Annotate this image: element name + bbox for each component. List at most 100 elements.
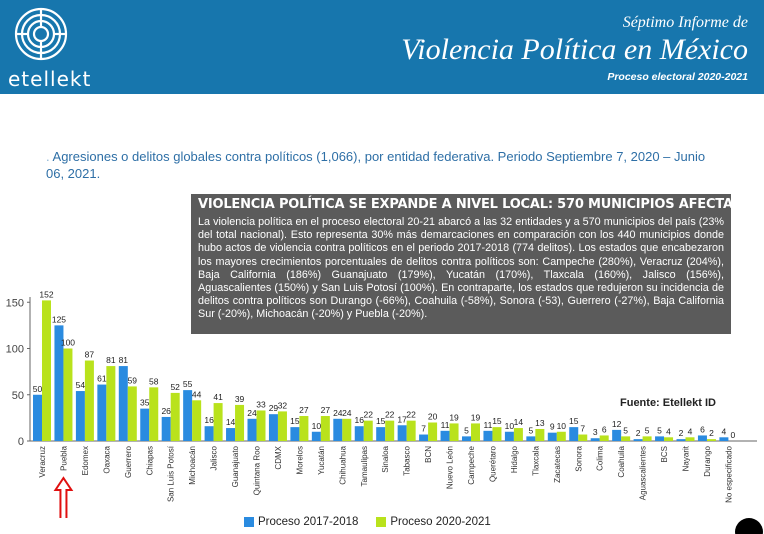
- bar-value-label: 2: [636, 428, 641, 438]
- bar-2020-2021: [299, 416, 309, 441]
- category-label: Oaxaca: [102, 445, 111, 473]
- category-label: Durango: [703, 445, 712, 476]
- labyrinth-logo-icon: [14, 7, 68, 61]
- bar-value-label: 19: [449, 412, 459, 422]
- bar-2017-2018: [547, 432, 557, 441]
- bar-value-label: 22: [364, 410, 374, 420]
- bar-value-label: 15: [492, 416, 502, 426]
- bar-value-label: 81: [119, 355, 129, 365]
- bar-value-label: 7: [421, 424, 426, 434]
- bar-value-label: 5: [623, 425, 628, 435]
- category-label: No especificado: [724, 445, 733, 502]
- caption-lead: .: [46, 149, 50, 164]
- bar-2017-2018: [376, 427, 386, 441]
- category-label: BCN: [424, 446, 433, 463]
- bar-value-label: 5: [528, 425, 533, 435]
- bar-value-label: 11: [484, 420, 493, 430]
- bar-value-label: 5: [645, 425, 650, 435]
- bar-value-label: 22: [385, 410, 395, 420]
- bar-2020-2021: [192, 400, 202, 441]
- bar-2017-2018: [54, 325, 64, 441]
- bar-2017-2018: [311, 431, 321, 441]
- bar-value-label: 32: [278, 400, 288, 410]
- bar-2017-2018: [247, 418, 257, 441]
- bar-value-label: 81: [106, 355, 116, 365]
- bar-value-label: 29: [269, 403, 279, 413]
- category-label: Tamaulipas: [360, 446, 369, 486]
- category-label: Sinaloa: [381, 445, 390, 472]
- bar-2020-2021: [599, 435, 609, 441]
- bar-2020-2021: [642, 436, 652, 441]
- category-label: San Luis Potosí: [167, 445, 176, 502]
- callout-body: La violencia política en el proceso elec…: [198, 216, 724, 321]
- source-note: Fuente: Etellekt ID: [620, 397, 716, 409]
- up-arrow-icon: [53, 476, 74, 518]
- bar-2020-2021: [664, 437, 674, 441]
- bar-2020-2021: [84, 360, 94, 441]
- bar-value-label: 33: [256, 399, 266, 409]
- bar-2017-2018: [204, 426, 214, 441]
- bar-2020-2021: [621, 436, 631, 441]
- bar-2017-2018: [97, 384, 107, 441]
- bar-2020-2021: [428, 422, 438, 441]
- bar-2017-2018: [655, 436, 665, 441]
- category-label: Jalisco: [210, 445, 219, 470]
- bar-2020-2021: [320, 416, 330, 441]
- category-label: Veracruz: [38, 446, 47, 478]
- chart-legend: Proceso 2017-2018 Proceso 2020-2021: [244, 516, 509, 528]
- category-label: Quintana Roo: [253, 445, 262, 495]
- category-label: Sonora: [574, 445, 583, 471]
- bar-value-label: 41: [213, 392, 223, 402]
- category-label: Campeche: [467, 445, 476, 484]
- highlight-arrow-icon: [53, 476, 74, 518]
- y-tick-label: 0: [18, 436, 24, 448]
- callout-title: VIOLENCIA POLÍTICA SE EXPANDE A NIVEL LO…: [198, 197, 764, 212]
- category-label: Aguascalientes: [639, 446, 648, 500]
- category-label: Tlaxcala: [531, 445, 540, 475]
- bar-2017-2018: [483, 430, 493, 441]
- bar-value-label: 17: [397, 414, 407, 424]
- category-label: Hidalgo: [510, 445, 519, 473]
- bar-value-label: 35: [140, 398, 150, 408]
- chart-bars: [33, 300, 729, 441]
- bar-2020-2021: [535, 428, 545, 441]
- bar-2017-2018: [354, 426, 364, 441]
- bar-2020-2021: [106, 366, 116, 441]
- y-tick-label: 100: [6, 344, 24, 356]
- bar-value-label: 13: [535, 418, 545, 428]
- bar-value-label: 19: [471, 412, 481, 422]
- bar-value-label: 2: [679, 428, 684, 438]
- bar-value-label: 15: [376, 416, 386, 426]
- bar-2017-2018: [569, 427, 579, 441]
- bar-2017-2018: [612, 429, 622, 441]
- bar-value-label: 7: [580, 424, 585, 434]
- figure-caption: . Agresiones o delitos globales contra p…: [46, 148, 726, 182]
- bar-2020-2021: [706, 439, 716, 441]
- report-subtitle: Proceso electoral 2020-2021: [607, 71, 748, 83]
- bar-2017-2018: [33, 394, 42, 441]
- bar-value-label: 27: [321, 405, 331, 415]
- category-label: Colima: [596, 445, 605, 470]
- bar-value-label: 4: [688, 426, 693, 436]
- report-kicker: Séptimo Informe de: [622, 14, 748, 31]
- bar-2020-2021: [492, 427, 502, 441]
- bar-value-label: 16: [355, 415, 365, 425]
- category-label: Querétaro: [488, 445, 497, 482]
- category-label: Tabasco: [403, 445, 412, 475]
- chart-category-labels: Veracruz Puebla Edomex Oaxaca Guerrero Chiapa…: [38, 445, 733, 503]
- bar-value-label: 58: [149, 376, 159, 386]
- bar-value-label: 61: [97, 374, 107, 384]
- bar-2017-2018: [397, 425, 407, 441]
- callout-box: VIOLENCIA POLÍTICA SE EXPANDE A NIVEL LO…: [190, 193, 764, 335]
- y-tick-label: 50: [12, 390, 24, 402]
- report-header: etellekt Séptimo Informe de Violencia Po…: [0, 0, 764, 94]
- bar-value-label: 59: [128, 375, 138, 385]
- legend-swatch-2020-2021: [376, 517, 387, 527]
- bar-value-label: 54: [76, 380, 86, 390]
- bar-2020-2021: [235, 404, 245, 441]
- category-label: Morelos: [295, 446, 304, 474]
- bar-value-label: 15: [290, 416, 300, 426]
- bar-value-label: 14: [226, 417, 236, 427]
